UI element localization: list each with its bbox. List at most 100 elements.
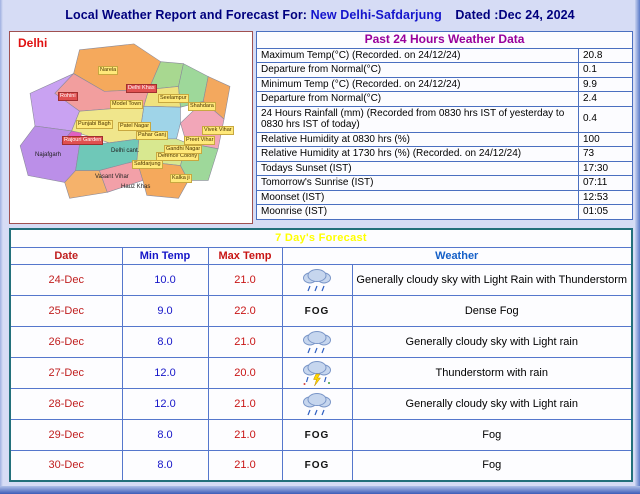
forecast-min-temp: 9.0	[121, 294, 209, 327]
forecast-max-temp: 21.0	[207, 449, 283, 482]
forecast-row: 27-Dec 12.0 20.0 Thunderstorm with rain	[9, 356, 633, 389]
map-label-vivek-vihar: Vivek Vihar	[202, 126, 234, 135]
map-label-seelampur: Seelampur	[158, 94, 189, 103]
stat-label: Moonrise (IST)	[256, 204, 579, 220]
weather-description: Generally cloudy sky with Light rain	[351, 325, 633, 358]
column-header-max-temp: Max Temp	[207, 246, 283, 265]
weather-icon-cell	[281, 263, 353, 296]
weather-description: Generally cloudy sky with Light Rain wit…	[351, 263, 633, 296]
weather-icon-cell	[281, 356, 353, 389]
stat-label: Todays Sunset (IST)	[256, 160, 579, 176]
fog-label: FOG	[304, 305, 330, 317]
table-row: Maximum Temp(°C) (Recorded. on 24/12/24)…	[256, 47, 633, 63]
stat-value: 20.8	[578, 47, 633, 63]
forecast-date: 29-Dec	[9, 418, 123, 451]
forecast-max-temp: 21.0	[207, 325, 283, 358]
map-label-rohini: Rohini	[58, 92, 78, 101]
forecast-max-temp: 20.0	[207, 356, 283, 389]
table-row: Relative Humidity at 0830 hrs (%) 100	[256, 131, 633, 147]
table-row: Todays Sunset (IST) 17:30	[256, 160, 633, 176]
past-24-title: Past 24 Hours Weather Data	[256, 31, 633, 49]
past-24-hours-panel: Past 24 Hours Weather Data Maximum Temp(…	[256, 31, 633, 220]
thunderstorm-icon	[303, 360, 331, 386]
column-header-min-temp: Min Temp	[121, 246, 209, 265]
stat-label: Relative Humidity at 1730 hrs (%) (Recor…	[256, 146, 579, 162]
page-frame-left	[0, 0, 3, 494]
stat-value: 0.4	[578, 105, 633, 133]
forecast-date: 26-Dec	[9, 325, 123, 358]
table-row: Minimum Temp (°C) (Recorded. on 24/12/24…	[256, 76, 633, 92]
table-row: Past 24 Hours Weather Data	[256, 31, 633, 49]
station-name: New Delhi-Safdarjung	[310, 8, 442, 22]
stat-label: 24 Hours Rainfall (mm) (Recorded from 08…	[256, 105, 579, 133]
stat-value: 12:53	[578, 189, 633, 205]
forecast-max-temp: 21.0	[207, 387, 283, 420]
stat-label: Tomorrow's Sunrise (IST)	[256, 175, 579, 191]
forecast-panel: 7 Day's Forecast Date Min Temp Max Temp …	[9, 228, 633, 482]
map-label-shahdara: Shahdara	[188, 102, 216, 111]
weather-icon-cell	[281, 387, 353, 420]
forecast-min-temp: 12.0	[121, 387, 209, 420]
stat-label: Maximum Temp(°C) (Recorded. on 24/12/24)	[256, 47, 579, 63]
stat-value: 17:30	[578, 160, 633, 176]
stat-value: 2.4	[578, 91, 633, 107]
forecast-max-temp: 21.0	[207, 263, 283, 296]
table-row: Relative Humidity at 1730 hrs (%) (Recor…	[256, 146, 633, 162]
weather-description: Generally cloudy sky with Light rain	[351, 387, 633, 420]
map-label-model-town: Model Town	[110, 100, 144, 109]
map-label-vasant-vihar: Vasant Vihar	[95, 174, 129, 180]
forecast-row: 29-Dec 8.0 21.0 FOG Fog	[9, 418, 633, 451]
forecast-row: 28-Dec 12.0 21.0 Generally cloudy sky wi…	[9, 387, 633, 420]
table-row: Tomorrow's Sunrise (IST) 07:11	[256, 175, 633, 191]
forecast-table: 7 Day's Forecast Date Min Temp Max Temp …	[9, 228, 633, 482]
cloud-rain-icon	[303, 268, 331, 291]
stat-value: 9.9	[578, 76, 633, 92]
forecast-row: 30-Dec 8.0 21.0 FOG Fog	[9, 449, 633, 482]
delhi-map-panel: Delhi Narela Rohini Delhi Khas Model Tow…	[9, 31, 253, 224]
stat-value: 01:05	[578, 204, 633, 220]
column-header-date: Date	[9, 246, 123, 265]
weather-icon-cell: FOG	[281, 418, 353, 451]
column-header-weather: Weather	[281, 246, 633, 265]
report-date: Dated :Dec 24, 2024	[455, 8, 575, 22]
forecast-date: 25-Dec	[9, 294, 123, 327]
forecast-row: 24-Dec 10.0 21.0 Generally cloudy sky wi…	[9, 263, 633, 296]
map-label-pahar-ganj: Pahar Ganj	[136, 131, 168, 140]
stat-value: 73	[578, 146, 633, 162]
forecast-min-temp: 10.0	[121, 263, 209, 296]
forecast-min-temp: 8.0	[121, 418, 209, 451]
table-row: Moonset (IST) 12:53	[256, 189, 633, 205]
map-label-delhi-khas: Delhi Khas	[126, 84, 157, 93]
stat-value: 100	[578, 131, 633, 147]
forecast-date: 24-Dec	[9, 263, 123, 296]
forecast-min-temp: 12.0	[121, 356, 209, 389]
stat-label: Departure from Normal(°C)	[256, 91, 579, 107]
map-region-title: Delhi	[18, 36, 48, 50]
forecast-title: 7 Day's Forecast	[9, 228, 633, 248]
stat-label: Minimum Temp (°C) (Recorded. on 24/12/24…	[256, 76, 579, 92]
map-label-najafgarh: Najafgarh	[35, 152, 62, 158]
past-24-hours-table: Past 24 Hours Weather Data Maximum Temp(…	[256, 31, 633, 220]
map-label-gandhi-nagar: Gandhi Nagar	[164, 145, 203, 154]
table-row: Departure from Normal(°C) 0.1	[256, 62, 633, 78]
map-label-delhi-cant: Delhi cant.	[111, 148, 140, 154]
forecast-header-row: Date Min Temp Max Temp Weather	[9, 246, 633, 265]
forecast-min-temp: 8.0	[121, 449, 209, 482]
map-label-punjabi-bagh: Punjabi Bagh	[76, 120, 113, 129]
table-row: Moonrise (IST) 01:05	[256, 204, 633, 220]
table-row: 24 Hours Rainfall (mm) (Recorded from 08…	[256, 105, 633, 133]
weather-description: Dense Fog	[351, 294, 633, 327]
page-frame-bottom	[0, 486, 640, 494]
report-title: Local Weather Report and Forecast For:	[65, 8, 308, 22]
cloud-rain-icon	[303, 330, 331, 353]
map-label-rajouri-garden: Rajouri Garden	[62, 136, 104, 145]
cloud-rain-icon	[303, 392, 331, 415]
weather-description: Thunderstorm with rain	[351, 356, 633, 389]
forecast-date: 28-Dec	[9, 387, 123, 420]
stat-label: Departure from Normal(°C)	[256, 62, 579, 78]
fog-label: FOG	[304, 429, 330, 441]
weather-description: Fog	[351, 449, 633, 482]
forecast-row: 26-Dec 8.0 21.0 Generally cloudy sky wit…	[9, 325, 633, 358]
forecast-min-temp: 8.0	[121, 325, 209, 358]
weather-icon-cell	[281, 325, 353, 358]
